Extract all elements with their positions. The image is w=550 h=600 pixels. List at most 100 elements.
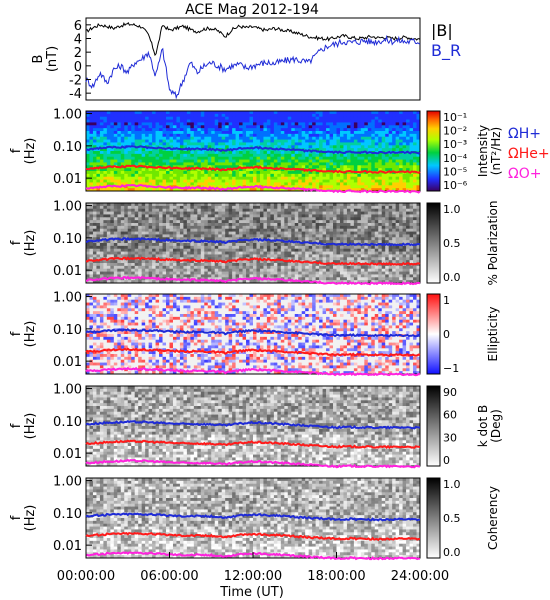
y-tick-label: 0.10	[53, 323, 82, 338]
y-axis-label: f	[9, 240, 24, 245]
spectrogram-k-dot-b	[86, 386, 421, 467]
colorbar-unit: (nT²/Hz)	[489, 127, 503, 175]
colorbar-tick-label: 10⁻⁶	[443, 179, 468, 192]
colorbar-tick-label: 10⁻³	[443, 138, 467, 151]
x-tick-label: 00:00:00	[57, 569, 115, 584]
y-tick-label: -2	[69, 74, 82, 89]
y-axis-label: f	[9, 515, 24, 520]
colorbar	[426, 202, 441, 284]
y-tick-label: 0.01	[53, 264, 82, 279]
x-axis-label: Time (UT)	[219, 585, 284, 600]
gyro-line-he-plus	[85, 347, 421, 357]
gyro-line-h-plus	[86, 237, 421, 247]
colorbar-label: k dot B	[476, 405, 490, 447]
colorbar-tick-label: 30	[443, 431, 457, 444]
y-tick-label: 1.00	[53, 475, 82, 490]
y-tick-label: 1.00	[53, 108, 82, 123]
y-axis-unit: (Hz)	[23, 505, 38, 532]
y-tick-label: 1.00	[53, 200, 82, 215]
y-axis-unit: (Hz)	[23, 321, 38, 348]
colorbar-tick-label: 10⁻²	[443, 125, 467, 138]
series-line-b-total	[85, 21, 421, 57]
colorbar-tick-label: 10⁻¹	[443, 111, 467, 124]
y-tick-label: 0.10	[53, 140, 82, 155]
y-tick-label: 0.10	[53, 415, 82, 430]
y-axis-unit: (Hz)	[23, 230, 38, 257]
gyro-legend: ΩH+ ΩHe+ ΩO+	[508, 126, 550, 182]
colorbar-tick-label: 60	[443, 409, 457, 422]
colorbar-tick-label: 0.0	[443, 546, 461, 559]
colorbar-tick-label: 1.0	[443, 203, 461, 216]
colorbar-tick-label: 90	[443, 386, 457, 399]
y-tick-label: 2	[74, 46, 82, 61]
y-axis-label: f	[9, 423, 24, 428]
gyro-line-h-plus	[85, 512, 421, 522]
colorbar-label: Ellipticity	[486, 307, 500, 362]
gyro-line-o-plus	[86, 275, 421, 286]
gyro-line-he-plus	[85, 256, 421, 266]
x-tick-label: 18:00:00	[307, 569, 365, 584]
y-tick-label: 1.00	[53, 383, 82, 398]
x-axis-ticks: 00:00:00 06:00:00 12:00:00 18:00:00 24:00:00	[57, 552, 449, 584]
y-axis-label: f	[9, 148, 24, 153]
colorbar-tick-label: 1	[443, 294, 450, 307]
y-axis-unit: (Hz)	[23, 413, 38, 440]
gyro-line-h-plus	[85, 420, 421, 430]
bfield-plot-area	[85, 17, 421, 101]
colorbar-label: Coherency	[486, 486, 500, 550]
y-axis-unit: (Hz)	[23, 138, 38, 165]
figure-title: ACE Mag 2012-194	[185, 2, 319, 18]
colorbar	[426, 477, 441, 559]
plot-frame	[85, 110, 421, 192]
legend-omega-h: ΩH+	[508, 126, 541, 142]
x-tick-label: 06:00:00	[140, 569, 198, 584]
colorbar-tick-label: 0.5	[443, 237, 461, 250]
colorbar	[426, 110, 441, 192]
legend-b-total: |B|	[431, 21, 453, 40]
y-tick-label: 0.01	[53, 539, 82, 554]
plot-frame	[85, 385, 421, 467]
spectrogram-coherency	[86, 478, 421, 559]
plot-frame	[85, 202, 421, 284]
gyro-line-o-plus	[85, 366, 421, 377]
colorbar-tick-label: 10⁻⁴	[443, 152, 468, 165]
gyro-line-h-plus	[85, 328, 421, 338]
colorbar-tick-label: −1	[443, 362, 459, 375]
y-tick-label: 0.10	[53, 507, 82, 522]
x-tick-label: 12:00:00	[224, 569, 282, 584]
y-tick-label: 0.01	[53, 172, 82, 187]
x-tick-label: 24:00:00	[391, 569, 449, 584]
bfield-legend: |B| B_R	[431, 21, 461, 61]
y-tick-label: 0.01	[53, 447, 82, 462]
gyro-line-o-plus	[85, 183, 421, 194]
colorbar-tick-label: 0	[443, 328, 450, 341]
colorbar-label: % Polarization	[486, 201, 500, 286]
y-tick-label: 4	[74, 33, 82, 48]
colorbar-tick-label: 0.0	[443, 271, 461, 284]
y-tick-label: 1.00	[53, 291, 82, 306]
legend-omega-o: ΩO+	[508, 166, 541, 182]
y-tick-label: 6	[74, 19, 82, 34]
y-tick-label: 0.10	[53, 232, 82, 247]
y-tick-label: 0	[74, 60, 82, 75]
colorbar-tick-label: 10⁻⁵	[443, 165, 467, 178]
y-tick-label: 0.01	[53, 355, 82, 370]
y-axis-unit: (nT)	[45, 46, 60, 72]
gyro-line-he-plus	[85, 531, 421, 542]
colorbar	[426, 293, 441, 375]
plot-frame	[85, 293, 421, 375]
spectrogram-polarization	[86, 203, 421, 284]
legend-omega-he: ΩHe+	[508, 146, 550, 162]
gyro-line-he-plus	[85, 439, 421, 450]
colorbar-tick-label: 0	[443, 454, 450, 467]
y-axis-label: B	[31, 55, 46, 64]
colorbar	[426, 385, 441, 467]
series-line-b-r	[85, 34, 421, 100]
gyro-line-o-plus	[85, 458, 421, 469]
y-tick-label: -4	[69, 87, 82, 102]
gyro-line-he-plus	[85, 164, 421, 174]
spectrogram-ellipticity	[86, 294, 421, 375]
colorbar-tick-label: 1.0	[443, 478, 461, 491]
